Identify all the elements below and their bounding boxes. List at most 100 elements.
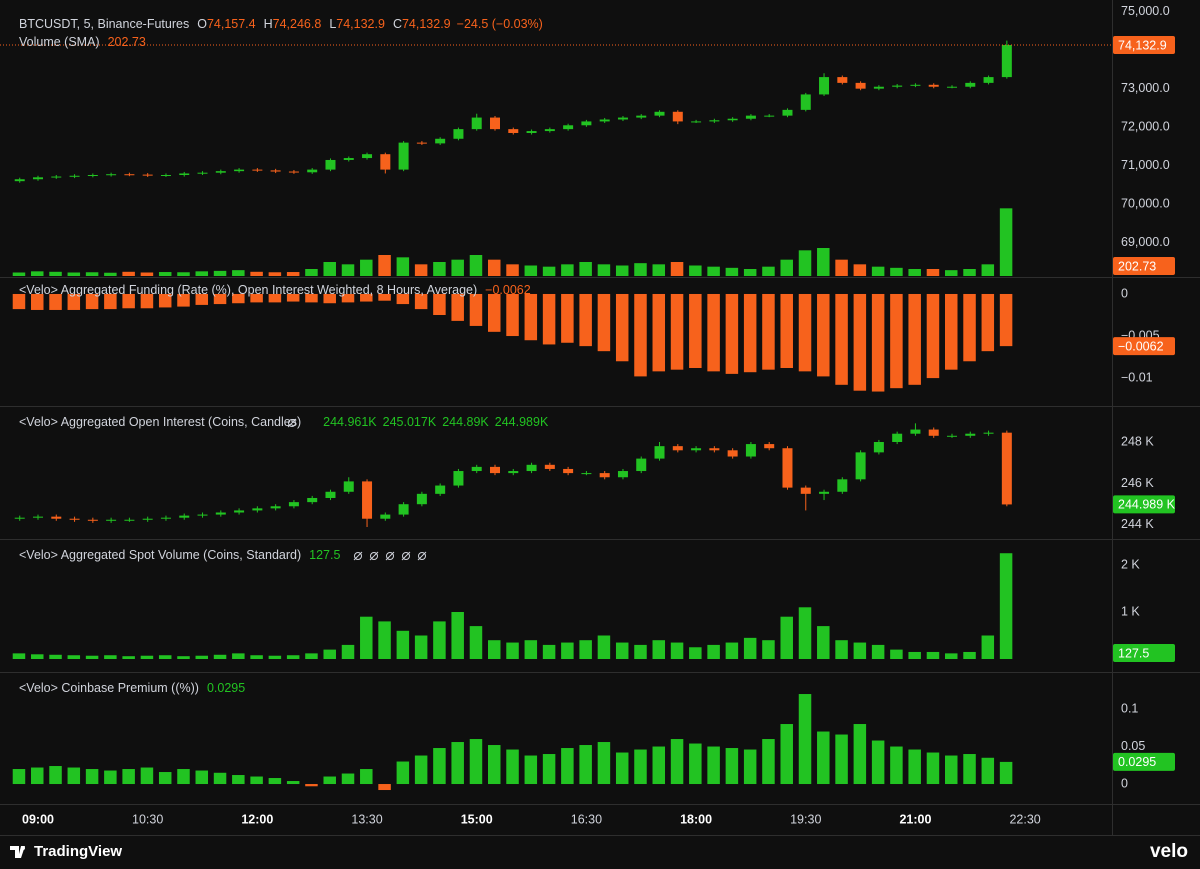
tradingview-logo xyxy=(10,846,25,858)
bar xyxy=(542,293,556,345)
bar xyxy=(981,264,995,276)
bar xyxy=(926,752,940,785)
bar xyxy=(835,640,848,660)
candle-body xyxy=(234,510,245,513)
bar xyxy=(524,755,538,785)
bar xyxy=(195,271,209,276)
bar xyxy=(707,746,720,785)
bar xyxy=(158,772,172,785)
bar xyxy=(158,272,172,276)
bar xyxy=(469,626,483,660)
bar xyxy=(396,257,410,276)
bar xyxy=(634,644,647,660)
candle-body xyxy=(782,109,793,116)
bar xyxy=(524,265,538,276)
axis-price-text: −0.0062 xyxy=(1118,339,1164,353)
bar xyxy=(890,649,903,660)
candle-body xyxy=(563,468,574,474)
bar xyxy=(670,262,684,276)
bar xyxy=(963,269,976,276)
bar xyxy=(85,272,99,276)
bar xyxy=(85,655,99,660)
bar xyxy=(780,259,793,276)
candle-body xyxy=(453,129,464,139)
candle-body xyxy=(1001,44,1012,78)
bar xyxy=(213,270,227,276)
bar xyxy=(451,742,464,785)
bar xyxy=(323,293,336,304)
bar xyxy=(707,293,720,372)
logo-icon xyxy=(10,846,25,858)
bar xyxy=(49,654,62,660)
candle-body xyxy=(325,159,336,170)
bar xyxy=(286,272,300,276)
bar xyxy=(561,748,574,785)
candle-body xyxy=(416,142,427,144)
axis-price-label: 127.5 xyxy=(1113,644,1175,663)
x-tick-label: 21:00 xyxy=(899,812,931,826)
y-tick-label: 0 xyxy=(1121,776,1128,790)
candle-body xyxy=(709,120,720,122)
bar xyxy=(506,293,519,337)
bar xyxy=(286,293,300,302)
bar xyxy=(542,644,556,660)
candle-body xyxy=(691,121,702,123)
candle-body xyxy=(197,514,208,516)
bar xyxy=(890,293,903,389)
bar xyxy=(232,775,245,785)
y-tick-label: 72,000.0 xyxy=(1121,120,1170,134)
bar xyxy=(433,262,446,276)
candle-body xyxy=(819,77,830,95)
candle-body xyxy=(910,84,921,86)
bar xyxy=(451,259,464,276)
bar xyxy=(250,271,263,276)
candle-body xyxy=(380,514,391,519)
legend-text: H xyxy=(264,17,273,31)
x-tick-label: 12:00 xyxy=(241,812,273,826)
pane-plot xyxy=(12,40,1013,276)
bar xyxy=(981,635,995,660)
candle-body xyxy=(343,158,354,160)
legend: <Velo> Coinbase Premium ((%)) 0.0295 xyxy=(19,681,245,695)
bar xyxy=(689,293,702,368)
bar xyxy=(488,293,501,332)
candle-body xyxy=(362,481,373,519)
pane-plot xyxy=(14,423,1012,528)
bar xyxy=(414,293,428,310)
bar xyxy=(999,293,1013,347)
bar xyxy=(670,293,684,370)
candle-body xyxy=(764,115,775,117)
bar xyxy=(542,754,556,785)
bar xyxy=(140,767,154,785)
bar xyxy=(396,761,410,785)
bar xyxy=(908,269,921,276)
candle-body xyxy=(855,452,866,480)
candle-body xyxy=(599,119,610,122)
candle-body xyxy=(526,464,537,472)
candle-body xyxy=(892,433,903,443)
bar xyxy=(67,655,81,660)
candle-body xyxy=(87,519,98,521)
bar xyxy=(250,776,263,785)
legend-text: 244.89K xyxy=(442,415,489,429)
candle-body xyxy=(51,176,62,178)
bar xyxy=(817,626,830,660)
candle-body xyxy=(215,171,226,173)
candle-body xyxy=(873,86,884,89)
bar xyxy=(268,272,282,276)
bar xyxy=(12,653,26,660)
y-tick-label: 2 K xyxy=(1121,557,1140,571)
legend-text: −24.5 (−0.03%) xyxy=(457,17,543,31)
axis-price-text: 0.0295 xyxy=(1118,755,1156,769)
bar xyxy=(378,255,391,276)
legend-text: O xyxy=(197,17,207,31)
watermark: velo xyxy=(1150,841,1188,862)
bar xyxy=(579,745,592,785)
candle-body xyxy=(654,111,665,116)
bar xyxy=(689,647,702,660)
y-tick-label: 246 K xyxy=(1121,476,1154,490)
candle-body xyxy=(453,471,464,486)
candle-body xyxy=(416,493,427,505)
